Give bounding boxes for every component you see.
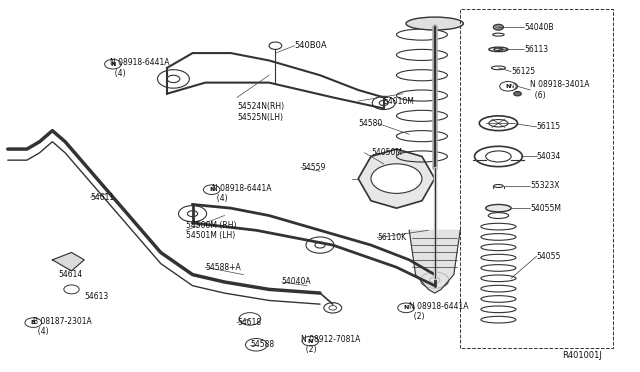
Circle shape	[315, 242, 325, 248]
Circle shape	[204, 185, 220, 195]
Ellipse shape	[493, 48, 503, 51]
Text: 54588: 54588	[250, 340, 274, 349]
Text: 54050M: 54050M	[371, 148, 402, 157]
Text: B 08187-2301A
  (4): B 08187-2301A (4)	[33, 317, 92, 336]
Text: 54040A: 54040A	[282, 278, 312, 286]
Text: N 08912-7081A
  (2): N 08912-7081A (2)	[301, 335, 360, 355]
Circle shape	[104, 60, 121, 69]
Text: N 08918-6441A
  (4): N 08918-6441A (4)	[212, 184, 271, 203]
Circle shape	[302, 336, 319, 346]
Text: N 08918-3401A
  (6): N 08918-3401A (6)	[531, 80, 590, 100]
Ellipse shape	[492, 66, 506, 70]
Ellipse shape	[493, 185, 503, 187]
Text: 56115: 56115	[537, 122, 561, 131]
Circle shape	[324, 303, 342, 313]
Circle shape	[371, 164, 422, 193]
Ellipse shape	[486, 151, 511, 162]
Circle shape	[64, 285, 79, 294]
Text: 54055M: 54055M	[531, 203, 561, 213]
Ellipse shape	[406, 17, 463, 30]
Text: N: N	[403, 305, 409, 310]
Ellipse shape	[474, 146, 522, 167]
Circle shape	[493, 24, 504, 30]
Text: N: N	[506, 84, 511, 89]
Text: 54618: 54618	[237, 318, 261, 327]
Circle shape	[420, 272, 449, 288]
Circle shape	[157, 70, 189, 88]
Ellipse shape	[488, 212, 509, 218]
Circle shape	[25, 318, 42, 327]
Text: 54613: 54613	[84, 292, 108, 301]
Text: N: N	[209, 187, 214, 192]
Text: N 08918-6441A
  (2): N 08918-6441A (2)	[409, 302, 468, 321]
Text: N 08918-6441A
  (4): N 08918-6441A (4)	[109, 58, 169, 77]
Circle shape	[372, 96, 395, 110]
Circle shape	[380, 100, 388, 106]
Circle shape	[505, 83, 518, 90]
Text: 54010M: 54010M	[384, 97, 415, 106]
Circle shape	[246, 339, 267, 351]
Text: 56125: 56125	[511, 67, 535, 76]
Text: 56113: 56113	[524, 45, 548, 54]
Text: N: N	[308, 339, 313, 344]
Circle shape	[269, 42, 282, 49]
Text: 54034: 54034	[537, 152, 561, 161]
Text: 54611: 54611	[91, 193, 115, 202]
Text: 54055: 54055	[537, 251, 561, 261]
Circle shape	[306, 237, 334, 253]
Text: 54524N(RH)
54525N(LH): 54524N(RH) 54525N(LH)	[237, 102, 284, 122]
Circle shape	[500, 81, 516, 91]
Text: 54559: 54559	[301, 163, 325, 172]
Polygon shape	[409, 230, 460, 293]
Text: B: B	[31, 320, 36, 325]
Circle shape	[397, 303, 414, 312]
Ellipse shape	[489, 119, 508, 127]
Text: N: N	[509, 84, 513, 89]
Circle shape	[244, 315, 256, 323]
Ellipse shape	[489, 47, 508, 52]
Text: 54588+A: 54588+A	[205, 263, 241, 272]
Text: 54580: 54580	[358, 119, 383, 128]
Text: 54500M (RH)
54501M (LH): 54500M (RH) 54501M (LH)	[186, 221, 237, 240]
Text: 55323X: 55323X	[531, 182, 560, 190]
Circle shape	[239, 312, 260, 325]
Text: R401001J: R401001J	[562, 351, 602, 360]
Circle shape	[179, 206, 207, 222]
Text: N: N	[110, 62, 116, 67]
Ellipse shape	[486, 205, 511, 212]
Text: 540B0A: 540B0A	[294, 41, 327, 50]
Circle shape	[188, 211, 198, 217]
Ellipse shape	[493, 33, 504, 36]
Circle shape	[329, 306, 337, 310]
Text: 56110K: 56110K	[378, 233, 406, 242]
Ellipse shape	[479, 116, 518, 131]
Circle shape	[429, 277, 440, 283]
Circle shape	[250, 341, 262, 349]
Circle shape	[514, 92, 522, 96]
Text: 54040B: 54040B	[524, 23, 554, 32]
Text: 54614: 54614	[59, 270, 83, 279]
Polygon shape	[358, 149, 435, 208]
Circle shape	[167, 75, 180, 83]
Polygon shape	[52, 253, 84, 271]
